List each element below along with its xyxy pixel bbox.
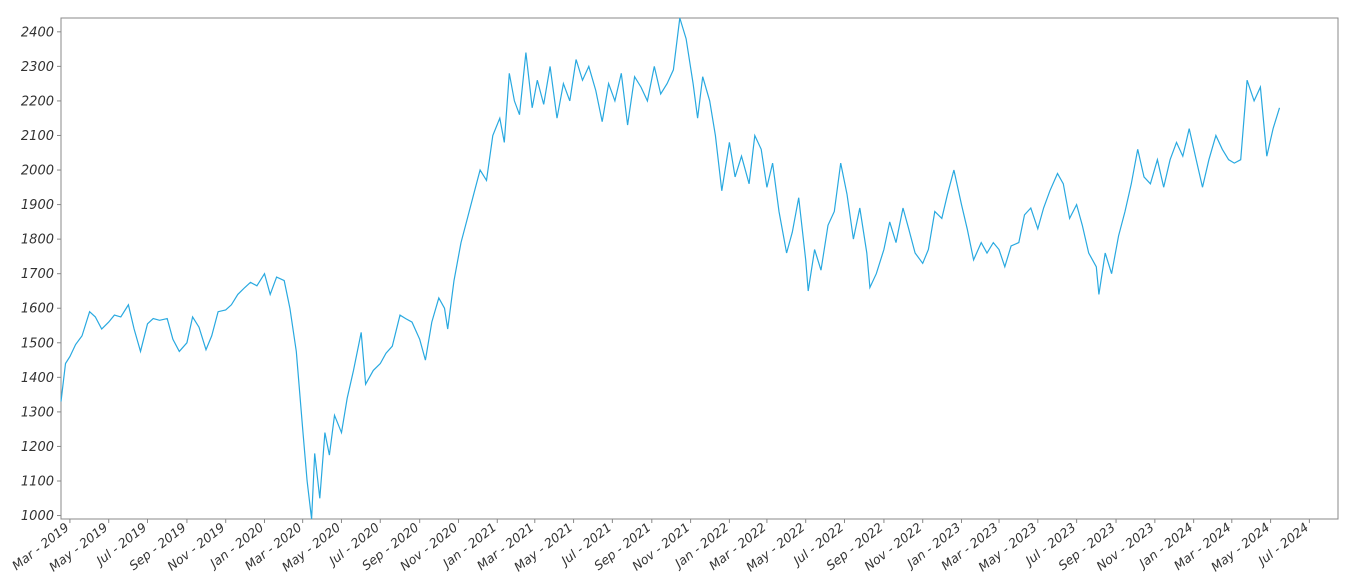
y-tick-label: 2300 [21, 60, 54, 75]
y-tick-label: 1000 [21, 509, 54, 524]
y-tick-label: 1800 [21, 233, 54, 248]
y-tick-label: 2100 [21, 129, 54, 144]
y-axis: 1000 1100 1200 1300 1400 1500 1600 1700 1800 1900… [21, 25, 61, 524]
y-tick-label: 2400 [21, 25, 54, 40]
y-tick-label: 1700 [21, 267, 54, 282]
y-tick-label: 1900 [21, 198, 54, 213]
y-tick-label: 1100 [21, 474, 54, 489]
y-tick-label: 2200 [21, 94, 54, 109]
y-tick-label: 1200 [21, 440, 54, 455]
y-tick-label: 1300 [21, 405, 54, 420]
plot-area [60, 17, 1339, 520]
y-tick-label: 1600 [21, 302, 54, 317]
series-line [60, 17, 1281, 520]
y-tick-label: 1500 [21, 336, 54, 351]
y-tick-label: 1400 [21, 371, 54, 386]
y-tick-label: 2000 [21, 164, 54, 179]
